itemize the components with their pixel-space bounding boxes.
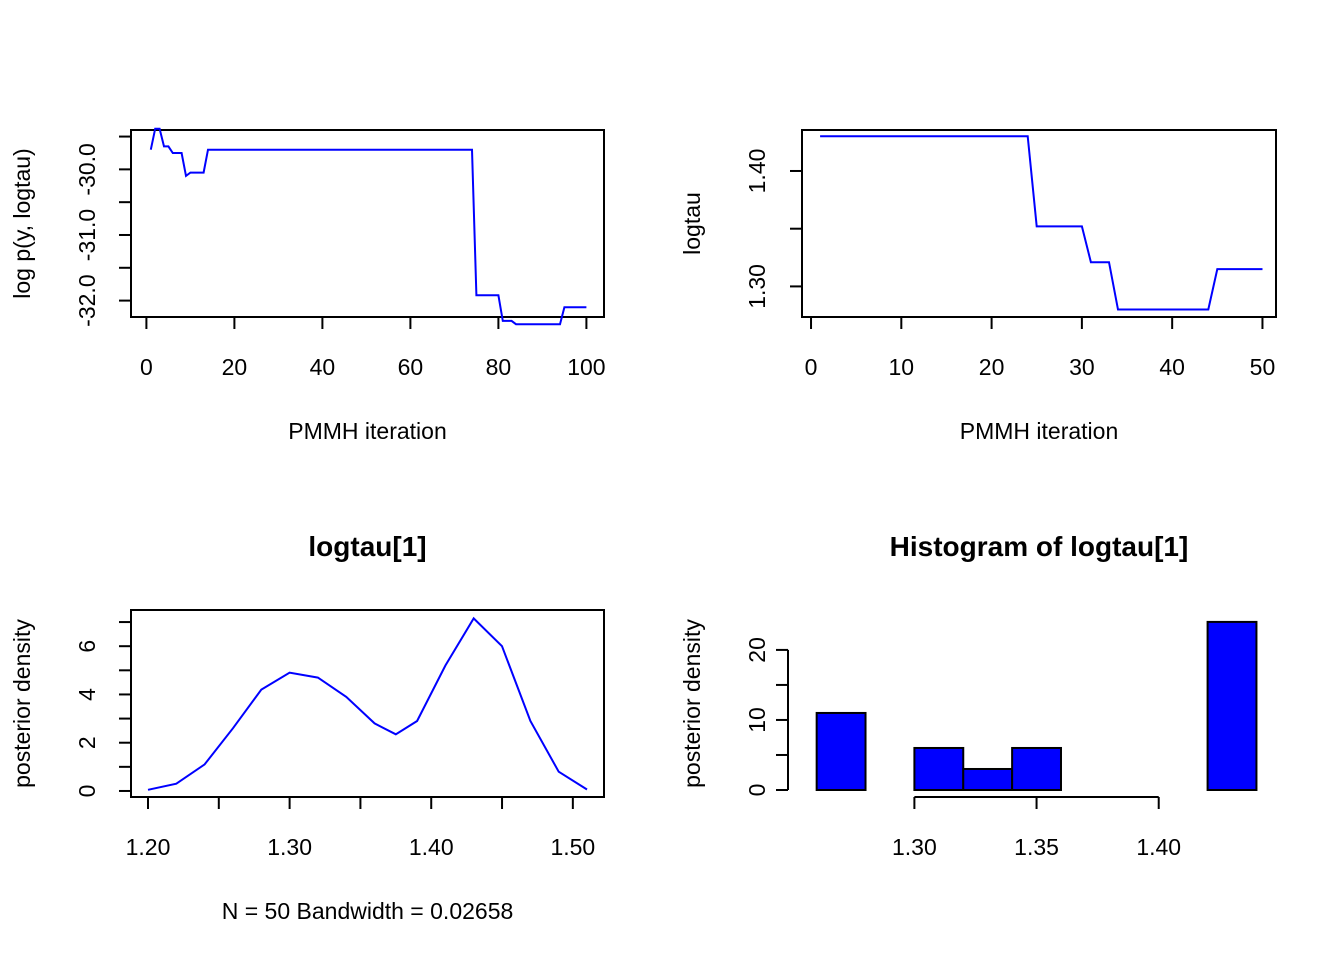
plot-frame xyxy=(130,129,605,318)
histogram-bar xyxy=(815,711,867,791)
histogram-bar xyxy=(1011,746,1062,791)
y-tick-label: -32.0 xyxy=(74,274,100,326)
plot-frame xyxy=(801,129,1277,318)
y-tick-label: 1.30 xyxy=(744,264,770,309)
y-tick-label: -30.0 xyxy=(74,143,100,195)
x-tick-label: 0 xyxy=(140,354,153,380)
x-tick-label: 20 xyxy=(222,354,248,380)
histogram-bar xyxy=(962,767,1014,791)
chart-panel-2: 1.30 1.40 logtau 0 10 20 30 40 50 PMMH iteration xyxy=(679,129,1277,444)
x-tick-label: 1.50 xyxy=(550,834,595,860)
chart-title: logtau[1] xyxy=(308,531,426,562)
x-tick-label: 1.35 xyxy=(1014,834,1059,860)
histogram-bar xyxy=(913,746,965,791)
chart-panel-4: Histogram of logtau[1] 0 10 20 posterior den… xyxy=(679,531,1258,860)
x-tick-label: 60 xyxy=(398,354,424,380)
x-tick-label: 1.30 xyxy=(267,834,312,860)
x-tick-label: 80 xyxy=(486,354,512,380)
x-tick-label: 20 xyxy=(979,354,1005,380)
plot-frame xyxy=(130,609,605,798)
y-tick-label: 1.40 xyxy=(744,149,770,194)
chart-panel-1: -32.0 -31.0 -30.0 log p(y, logtau) 0 20 40 60 80… xyxy=(9,127,606,444)
y-axis-title: posterior density xyxy=(9,619,35,788)
chart-panel-3: logtau[1] 0 2 4 6 posterior density 1.20 1.30 1.… xyxy=(9,531,605,924)
x-tick-label: 40 xyxy=(1159,354,1185,380)
y-axis-title: log p(y, logtau) xyxy=(9,148,35,298)
y-tick-label: 20 xyxy=(744,637,770,663)
x-tick-label: 30 xyxy=(1069,354,1095,380)
x-axis-title: PMMH iteration xyxy=(288,418,446,444)
series-line xyxy=(820,135,1263,311)
x-axis-title: N = 50 Bandwidth = 0.02658 xyxy=(222,898,514,924)
chart-title: Histogram of logtau[1] xyxy=(890,531,1189,562)
y-tick-label: 6 xyxy=(74,640,100,653)
series-line xyxy=(147,616,588,791)
y-tick-label: -31.0 xyxy=(74,209,100,261)
y-tick-label: 2 xyxy=(74,736,100,749)
x-tick-label: 50 xyxy=(1250,354,1276,380)
x-tick-label: 0 xyxy=(805,354,818,380)
x-tick-label: 10 xyxy=(889,354,915,380)
y-tick-label: 0 xyxy=(74,785,100,798)
y-tick-label: 0 xyxy=(744,784,770,797)
x-axis-title: PMMH iteration xyxy=(960,418,1118,444)
x-tick-label: 1.40 xyxy=(1136,834,1181,860)
x-tick-label: 1.20 xyxy=(126,834,171,860)
y-tick-label: 4 xyxy=(74,688,100,701)
series-line xyxy=(149,127,587,326)
histogram-bar xyxy=(1206,620,1258,791)
y-tick-label: 10 xyxy=(744,707,770,733)
y-axis-title: posterior density xyxy=(679,619,705,788)
y-axis-title: logtau xyxy=(679,192,705,255)
x-tick-label: 40 xyxy=(310,354,336,380)
x-tick-label: 1.30 xyxy=(892,834,937,860)
x-tick-label: 1.40 xyxy=(409,834,454,860)
x-tick-label: 100 xyxy=(567,354,605,380)
